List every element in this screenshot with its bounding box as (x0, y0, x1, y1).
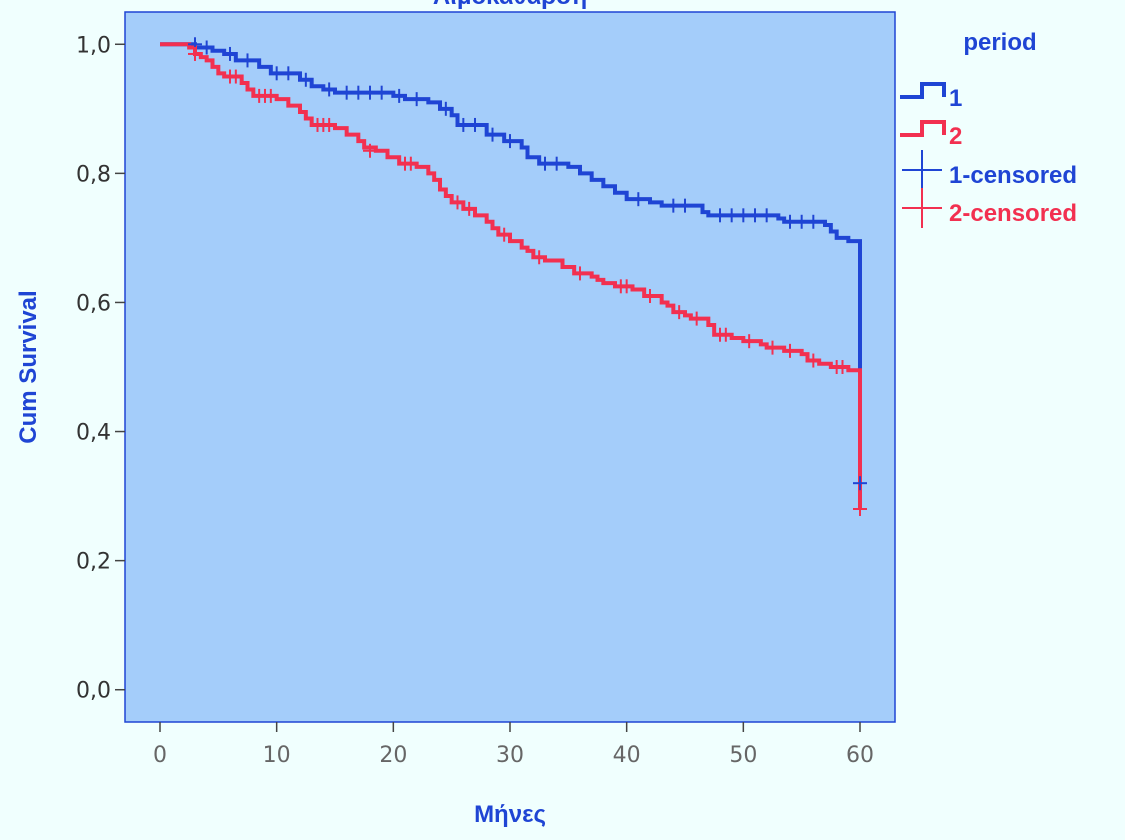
censor-mark-2 (853, 502, 867, 516)
censor-mark-1 (468, 117, 482, 132)
censor-mark-1 (240, 53, 255, 68)
y-tick-label: 0,4 (76, 421, 111, 446)
legend-swatch-2 (900, 120, 946, 137)
x-tick-label: 20 (379, 743, 407, 768)
legend-censor-swatch (902, 188, 942, 228)
censor-mark-1 (298, 72, 313, 87)
legend-label: 1-censored (949, 162, 1077, 189)
censor-mark-2 (450, 195, 465, 210)
censor-mark-2 (228, 69, 243, 84)
censor-mark-1 (631, 192, 646, 207)
censor-mark-1 (339, 85, 354, 100)
censor-mark-1 (853, 476, 867, 491)
censor-mark-2 (573, 266, 587, 281)
censor-mark-2 (835, 360, 850, 374)
x-tick-label: 30 (496, 743, 524, 768)
censor-mark-1 (438, 101, 453, 116)
censor-mark-2 (532, 250, 547, 265)
legend-censor-swatch (902, 150, 942, 190)
censor-mark-1 (485, 127, 500, 142)
legend: period 1 2 1-censored 2-censored (900, 29, 1077, 228)
censor-mark-2 (643, 289, 657, 303)
y-axis-title: Cum Survival (15, 290, 42, 443)
x-axis-title: Μήνες (474, 801, 546, 828)
x-tick-label: 50 (729, 743, 757, 768)
censor-mark-1 (549, 156, 564, 171)
censor-mark-2 (742, 334, 757, 349)
censor-mark-2 (403, 156, 418, 171)
censor-mark-1 (374, 85, 389, 100)
chart-title: Αιμοκάθαρση (433, 0, 587, 10)
censor-mark-1 (223, 46, 237, 61)
censor-mark-2 (322, 117, 337, 132)
y-tick-label: 0,8 (76, 162, 111, 187)
y-tick-label: 0,2 (76, 550, 111, 575)
legend-swatch-1 (900, 82, 946, 99)
legend-title: period (963, 29, 1036, 56)
x-tick-label: 0 (153, 743, 167, 768)
censor-mark-1 (806, 214, 821, 229)
censor-mark-2 (689, 311, 704, 326)
censor-mark-1 (322, 82, 337, 97)
y-tick-label: 0,6 (76, 291, 111, 316)
censor-mark-2 (806, 353, 821, 368)
legend-label: 2 (949, 123, 962, 150)
censor-mark-1 (281, 66, 296, 81)
censor-mark-1 (503, 134, 517, 149)
legend-label: 1 (949, 85, 962, 112)
censor-mark-2 (188, 46, 202, 61)
censor-mark-1 (409, 92, 424, 107)
censor-mark-2 (462, 201, 477, 216)
censor-mark-2 (263, 88, 278, 103)
y-tick-label: 1,0 (76, 33, 111, 58)
censor-mark-2 (718, 327, 733, 342)
censor-mark-1 (678, 198, 692, 213)
legend-label: 2-censored (949, 200, 1077, 227)
censor-mark-2 (497, 227, 512, 242)
censor-mark-2 (783, 343, 797, 358)
axes: 0 10 20 30 40 50 60 0,0 0,2 0,4 0,6 0,8 1,0 (76, 33, 874, 768)
censor-mark-1 (759, 208, 774, 223)
censor-mark-1 (392, 88, 407, 103)
survival-curve-2 (160, 42, 862, 509)
censor-mark-1 (269, 66, 284, 81)
x-tick-label: 40 (613, 743, 641, 768)
censor-mark-1 (199, 40, 214, 55)
y-tick-label: 0,0 (76, 679, 111, 704)
x-tick-label: 10 (263, 743, 291, 768)
censor-mark-2 (672, 305, 687, 320)
censor-mark-2 (363, 143, 377, 158)
x-tick-label: 60 (846, 743, 874, 768)
censor-mark-2 (619, 279, 634, 294)
censor-mark-2 (765, 340, 780, 355)
censor-marks-layer (188, 37, 867, 516)
plot-area (124, 11, 896, 723)
